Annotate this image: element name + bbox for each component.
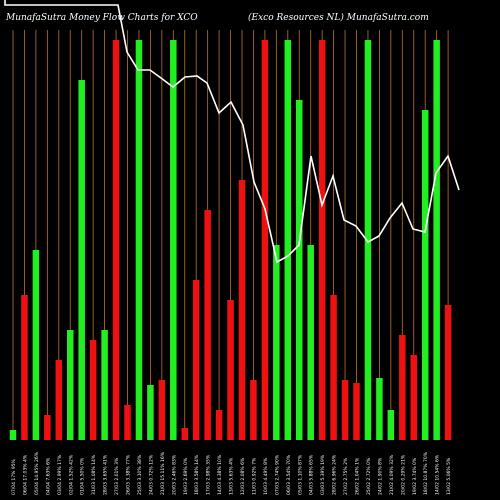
x-tick-label: 28/03 3.65% 41% bbox=[103, 454, 109, 495]
x-tick-label: 05/04 14.95% 26% bbox=[34, 451, 40, 495]
bar bbox=[21, 295, 28, 440]
chart-subtitle: (Exco Resources NL) MunafaSutra.com bbox=[248, 13, 429, 23]
x-tick-label: 13/02 5.06% 5% bbox=[446, 457, 452, 495]
bar bbox=[250, 380, 257, 440]
x-tick-label: 27/03 2.01% 3% bbox=[114, 457, 120, 495]
bar bbox=[78, 80, 85, 440]
bars bbox=[9, 40, 452, 440]
x-tick-label: 18/03 3.58% 14% bbox=[194, 454, 200, 495]
bar bbox=[124, 405, 131, 440]
bar bbox=[433, 40, 440, 440]
bar bbox=[44, 415, 51, 440]
bar bbox=[410, 355, 417, 440]
bar bbox=[89, 340, 97, 440]
x-tick-label: 18/02 10.87% 70% bbox=[423, 451, 429, 495]
bar bbox=[204, 210, 211, 440]
x-tick-label: 24/03 0.72% 12% bbox=[148, 454, 154, 495]
x-tick-label: 13/03 5.63% 4% bbox=[229, 457, 235, 495]
x-tick-label: 01/04 5.50% 0% bbox=[80, 457, 86, 495]
x-tick-label: 02/04 1.52% 42% bbox=[68, 454, 74, 495]
x-tick-label: 10/03 4.49% 8% bbox=[263, 457, 269, 495]
x-tick-label: 06/03 3.54% 70% bbox=[286, 454, 292, 495]
bar bbox=[181, 428, 188, 440]
bar bbox=[32, 250, 40, 440]
x-tick-label: 05/03 1.10% 87% bbox=[297, 454, 303, 495]
x-tick-label: 24/02 1.90% 8% bbox=[377, 457, 383, 495]
x-tick-label: 04/04 7.63% 6% bbox=[45, 457, 51, 495]
bar bbox=[387, 410, 395, 440]
bar bbox=[55, 360, 63, 440]
x-tick-label: 25/03 3.10% 38% bbox=[137, 454, 143, 495]
x-tick-label: 28/02 6.96% 24% bbox=[332, 454, 338, 495]
bar bbox=[341, 380, 349, 440]
x-tick-label: 07/04 17% 95% bbox=[11, 458, 17, 495]
bar bbox=[227, 300, 234, 440]
x-tick-label: 14/03 4.38% 10% bbox=[217, 454, 223, 495]
bar bbox=[101, 330, 108, 440]
bar bbox=[238, 180, 246, 440]
bar bbox=[376, 378, 383, 440]
bar bbox=[261, 40, 269, 440]
x-tick-label: 25/02 2.72% 0% bbox=[366, 457, 372, 495]
bar bbox=[421, 110, 429, 440]
x-tick-label: 11/03 0.92% 7% bbox=[251, 457, 257, 495]
x-tick-label: 17/03 2.98% 35% bbox=[206, 454, 212, 495]
x-tick-label: 07/03 2.74% 90% bbox=[274, 454, 280, 495]
x-tick-label: 12/03 2.08% 6% bbox=[240, 457, 246, 495]
x-tick-label: 21/02 4.09% 32% bbox=[389, 454, 395, 495]
bar bbox=[284, 40, 292, 440]
x-tick-label: 20/03 2.46% 83% bbox=[171, 454, 177, 495]
bar bbox=[399, 335, 406, 440]
x-tick-label: 03/03 5.39% 19% bbox=[320, 454, 326, 495]
x-tick-label: 06/04 17.03% 4% bbox=[22, 454, 28, 495]
bar bbox=[158, 380, 166, 440]
bar bbox=[9, 430, 17, 440]
x-tick-label: 27/02 2.75% 2% bbox=[343, 457, 349, 495]
bar bbox=[67, 330, 74, 440]
price-line bbox=[4, 0, 460, 264]
chart-title: MunafaSutra Money Flow Charts for XCO bbox=[6, 13, 198, 23]
x-tick-label: 19/02 3.74% 0% bbox=[412, 457, 418, 495]
bar bbox=[296, 100, 303, 440]
x-tick-label: 26/02 1.04% 1% bbox=[355, 457, 361, 495]
bar bbox=[364, 40, 372, 440]
x-tick-label: 14/02 10.54% 6% bbox=[435, 454, 441, 495]
bar bbox=[318, 40, 326, 440]
bar bbox=[215, 410, 223, 440]
bar bbox=[135, 40, 143, 440]
bar bbox=[330, 295, 337, 440]
bar bbox=[273, 245, 280, 440]
bar bbox=[147, 385, 154, 440]
x-tick-label: 03/04 2.99% 17% bbox=[57, 454, 63, 495]
bar bbox=[353, 383, 360, 440]
bar bbox=[307, 245, 314, 440]
x-tick-label: 21/03 15.11% 16% bbox=[160, 451, 166, 495]
x-tick-labels: 07/04 17% 95% 06/04 17.03% 4% 05/04 14.95%… bbox=[11, 451, 452, 495]
x-tick-label: 26/03 3.38% 77% bbox=[126, 454, 132, 495]
x-tick-label: 31/03 1.08% 14% bbox=[91, 454, 97, 495]
x-tick-label: 20/02 0.29% 21% bbox=[400, 454, 406, 495]
bar bbox=[444, 305, 452, 440]
bar bbox=[170, 40, 177, 440]
bar bbox=[112, 40, 120, 440]
x-tick-label: 04/03 5.88% 65% bbox=[309, 454, 315, 495]
x-tick-label: 19/03 2.69% 0% bbox=[183, 457, 189, 495]
price-line-group bbox=[4, 0, 460, 264]
bar bbox=[192, 280, 200, 440]
